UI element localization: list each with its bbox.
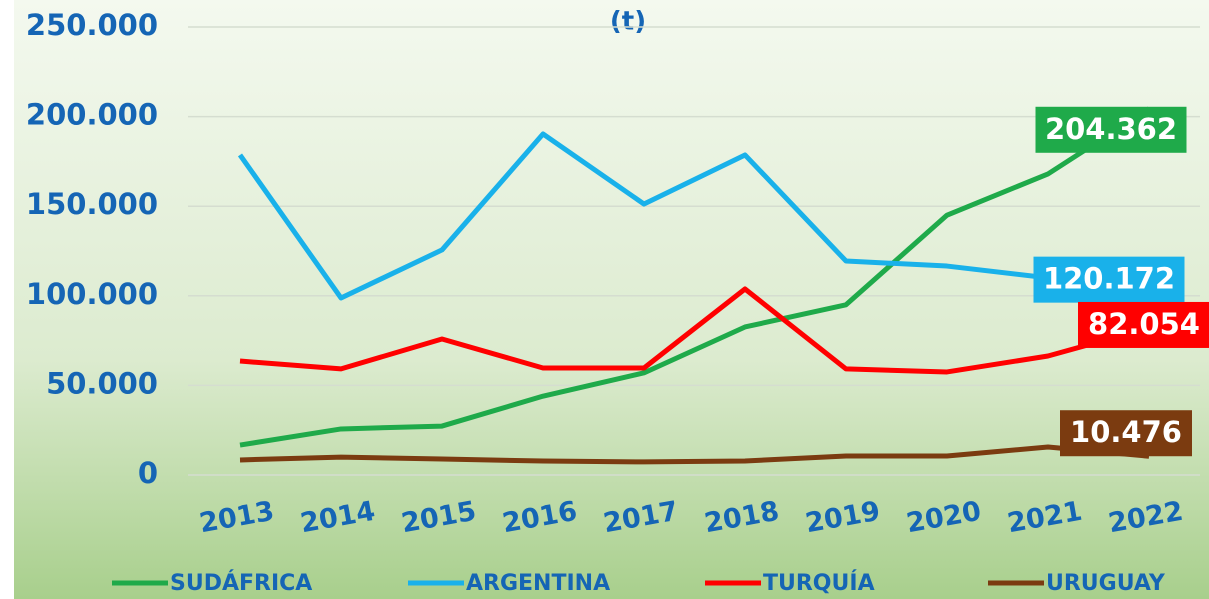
series-line [237, 131, 1150, 301]
legend-label: SUDÁFRICA [170, 570, 312, 596]
value-label: 204.362 [1035, 106, 1187, 153]
series-line [239, 286, 1150, 375]
legend-entry: TURQUÍA [705, 570, 875, 596]
value-label-text: 10.476 [1070, 415, 1182, 449]
y-tick-label: 250.000 [26, 8, 158, 42]
value-label-box [1035, 106, 1187, 153]
value-label-box [1078, 301, 1209, 348]
chart-title: (t) [610, 7, 646, 37]
legend-label: ARGENTINA [466, 571, 610, 596]
value-label-box [1033, 256, 1185, 303]
value-label-text: 120.172 [1043, 262, 1175, 296]
legend-entry: ARGENTINA [408, 571, 610, 596]
background [14, 0, 1209, 599]
value-label-text: 204.362 [1045, 112, 1177, 146]
legend-entry: SUDÁFRICA [112, 570, 312, 596]
y-tick-label: 150.000 [26, 187, 158, 221]
series-line [239, 444, 1150, 465]
legend-label: TURQUÍA [763, 570, 875, 596]
value-label-box [1060, 410, 1192, 457]
y-tick-label: 200.000 [26, 98, 158, 132]
y-tick-label: 50.000 [46, 366, 158, 400]
y-tick-label: 0 [138, 456, 158, 490]
value-label: 10.476 [1060, 410, 1192, 457]
value-label: 82.054 [1078, 301, 1209, 348]
legend-label: URUGUAY [1046, 571, 1166, 596]
series-line [239, 106, 1151, 448]
legend-entry: URUGUAY [988, 571, 1166, 596]
y-tick-label: 100.000 [26, 277, 158, 311]
value-label-text: 82.054 [1088, 307, 1200, 341]
value-label: 120.172 [1033, 256, 1185, 303]
